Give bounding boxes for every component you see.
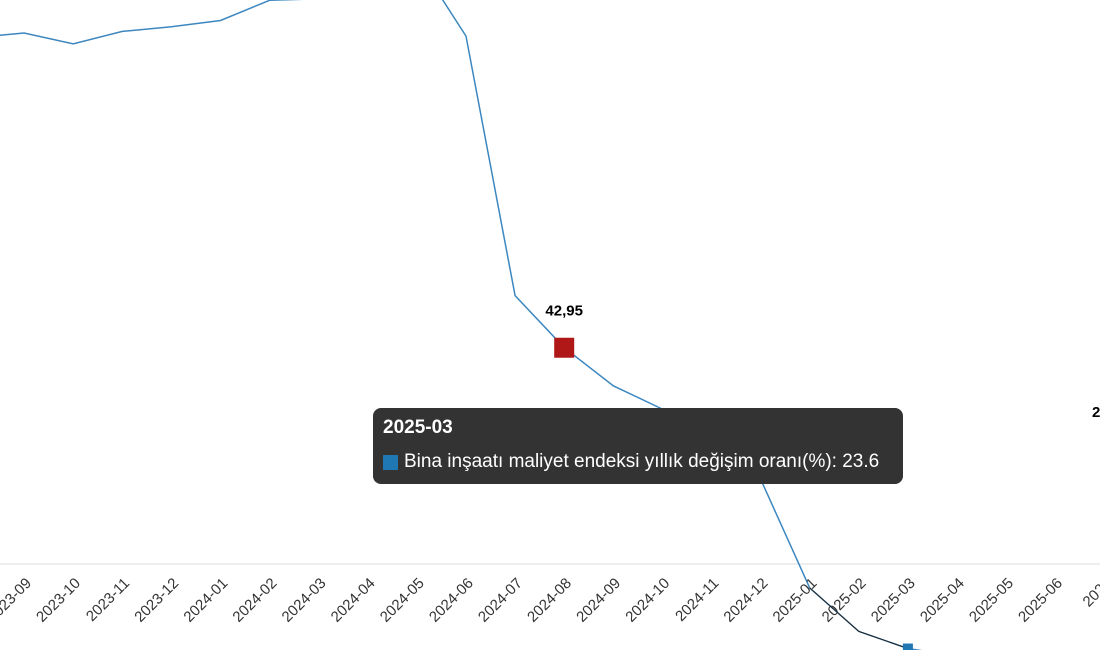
x-tick-label: 2024-08 [524, 575, 575, 626]
x-tick-label: 2024-06 [426, 575, 477, 626]
x-tick-label: 2024-04 [328, 575, 379, 626]
tooltip-series-swatch [383, 454, 398, 470]
x-tick-label: 2025 [1080, 575, 1100, 611]
x-tick-label: 2024-07 [475, 575, 526, 626]
partial-value-label: 2 [1092, 404, 1100, 421]
x-tick-label: 2024-01 [180, 575, 231, 626]
x-tick-label: 2023-11 [83, 575, 133, 625]
x-tick-label: 2023-10 [33, 575, 84, 626]
x-tick-label: 2025-06 [1015, 575, 1066, 626]
x-tick-label: 2025-04 [917, 575, 968, 626]
x-tick-label: 2023-12 [131, 575, 182, 626]
tooltip: 2025-03 Bina inşaatı maliyet endeksi yıl… [373, 408, 903, 484]
tooltip-pointer-line [809, 587, 909, 649]
x-tick-label: 2024-10 [622, 575, 673, 626]
x-tick-label: 2024-12 [720, 575, 771, 626]
x-tick-label: 2024-02 [229, 575, 280, 626]
active-point-marker [902, 643, 913, 650]
x-tick-label: 023-09 [0, 575, 35, 620]
x-tick-label: 2025-03 [868, 575, 919, 626]
tooltip-title: 2025-03 [383, 417, 453, 438]
x-axis-ticks: 023-092023-102023-112023-122024-012024-0… [0, 575, 1100, 626]
tooltip-row: Bina inşaatı maliyet endeksi yıllık deği… [383, 451, 893, 473]
chart-overlays: 42,95 2 [545, 303, 1100, 650]
highlight-value-label: 42,95 [545, 303, 583, 320]
x-tick-label: 2024-05 [377, 575, 428, 626]
x-tick-label: 2025-01 [770, 575, 821, 626]
tooltip-text: Bina inşaatı maliyet endeksi yıllık deği… [404, 451, 880, 472]
x-tick-label: 2024-09 [573, 575, 624, 626]
x-tick-label: 2024-11 [672, 575, 722, 625]
x-tick-label: 2025-05 [966, 575, 1017, 626]
highlight-point-marker [554, 337, 575, 358]
x-tick-label: 2024-03 [279, 575, 330, 626]
